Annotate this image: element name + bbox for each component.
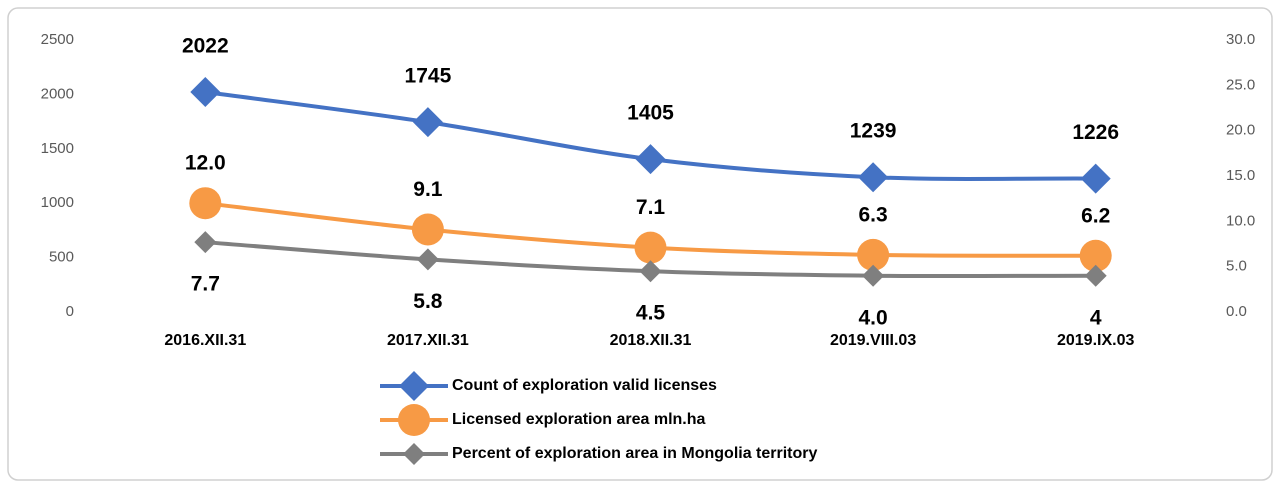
data-point: [1079, 239, 1112, 272]
x-tick-label: 2016.XII.31: [164, 332, 246, 349]
data-label: 12.0: [185, 152, 226, 175]
data-point: [635, 144, 666, 175]
y-tick-label: 500: [49, 249, 74, 266]
data-point: [416, 248, 439, 271]
legend-label: Count of exploration valid licenses: [452, 377, 717, 394]
data-label: 1745: [405, 65, 452, 88]
data-label: 4.5: [636, 302, 666, 325]
legend-marker: [399, 371, 429, 401]
legend-marker: [398, 404, 430, 436]
data-label: 7.7: [191, 273, 220, 296]
y2-tick-label: 15.0: [1226, 167, 1255, 184]
data-point: [189, 187, 222, 220]
data-label: 6.2: [1081, 204, 1110, 227]
y2-tick-label: 30.0: [1226, 31, 1255, 48]
x-tick-label: 2019.VIII.03: [830, 332, 916, 349]
data-label: 2022: [182, 35, 229, 58]
data-label: 4: [1090, 306, 1102, 329]
y-tick-label: 1500: [41, 140, 74, 157]
data-point: [1084, 264, 1107, 287]
y-tick-label: 0: [66, 303, 74, 320]
data-point: [1080, 163, 1111, 194]
data-point: [858, 162, 889, 193]
y2-tick-label: 25.0: [1226, 76, 1255, 93]
data-label: 1226: [1072, 121, 1119, 144]
y2-tick-label: 10.0: [1226, 212, 1255, 229]
x-tick-label: 2018.XII.31: [610, 332, 692, 349]
x-tick-label: 2017.XII.31: [387, 332, 469, 349]
legend-label: Licensed exploration area mln.ha: [452, 411, 706, 428]
data-point: [411, 213, 444, 246]
data-label: 4.0: [858, 306, 887, 329]
y2-tick-label: 0.0: [1226, 303, 1247, 320]
data-point: [639, 260, 662, 283]
y-tick-label: 1000: [41, 194, 74, 211]
data-point: [194, 231, 217, 254]
data-point: [857, 238, 890, 271]
data-point: [862, 264, 885, 287]
data-label: 9.1: [413, 178, 443, 201]
x-tick-label: 2019.IX.03: [1057, 332, 1135, 349]
y-tick-label: 2500: [41, 31, 74, 48]
data-label: 6.3: [858, 203, 887, 226]
y-tick-label: 2000: [41, 85, 74, 102]
data-point: [412, 107, 443, 138]
legend-label: Percent of exploration area in Mongolia …: [452, 445, 818, 462]
data-point: [190, 77, 221, 108]
data-label: 5.8: [413, 290, 443, 313]
data-label: 1405: [627, 102, 674, 125]
y2-tick-label: 20.0: [1226, 122, 1255, 139]
data-label: 7.1: [636, 196, 666, 219]
data-point: [634, 231, 667, 264]
y2-tick-label: 5.0: [1226, 258, 1247, 275]
legend-marker: [403, 443, 425, 465]
data-label: 1239: [850, 120, 897, 143]
